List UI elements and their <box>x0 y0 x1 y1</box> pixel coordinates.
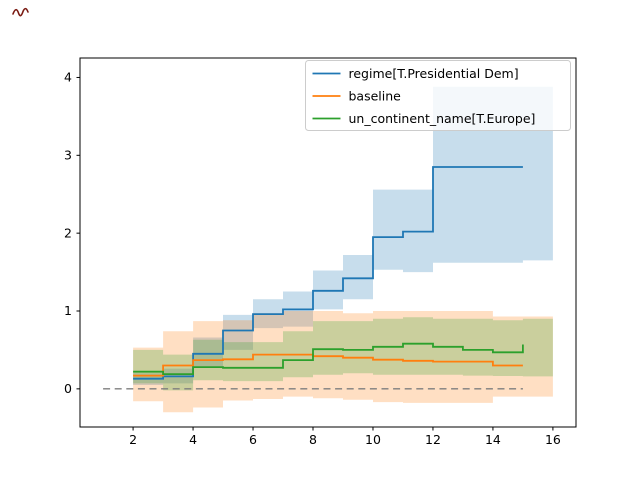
x-tick-label: 10 <box>365 432 381 447</box>
x-tick-label: 12 <box>425 432 441 447</box>
x-tick-label: 8 <box>309 432 317 447</box>
confidence-band-2 <box>133 317 553 391</box>
series-line-0 <box>133 166 523 380</box>
legend-label-1: baseline <box>349 88 402 103</box>
x-tick-label: 2 <box>129 432 137 447</box>
x-tick-label: 6 <box>249 432 257 447</box>
legend-box <box>305 60 571 131</box>
y-tick-label: 0 <box>64 381 72 396</box>
confidence-band-1 <box>133 311 553 413</box>
x-tick-label: 4 <box>189 432 197 447</box>
x-tick-label: 16 <box>545 432 561 447</box>
y-tick-label: 3 <box>64 148 72 163</box>
legend-label-2: un_continent_name[T.Europe] <box>349 111 536 126</box>
y-tick-label: 4 <box>64 70 72 85</box>
axes-spines <box>79 57 577 428</box>
y-tick-label: 1 <box>64 303 72 318</box>
series-line-1 <box>133 353 523 377</box>
artifact-mark <box>12 7 29 17</box>
confidence-band-0 <box>133 86 553 386</box>
series-line-2 <box>133 342 524 375</box>
legend-label-0: regime[T.Presidential Dem] <box>349 66 519 81</box>
y-tick-label: 2 <box>64 225 72 240</box>
x-tick-label: 14 <box>485 432 501 447</box>
